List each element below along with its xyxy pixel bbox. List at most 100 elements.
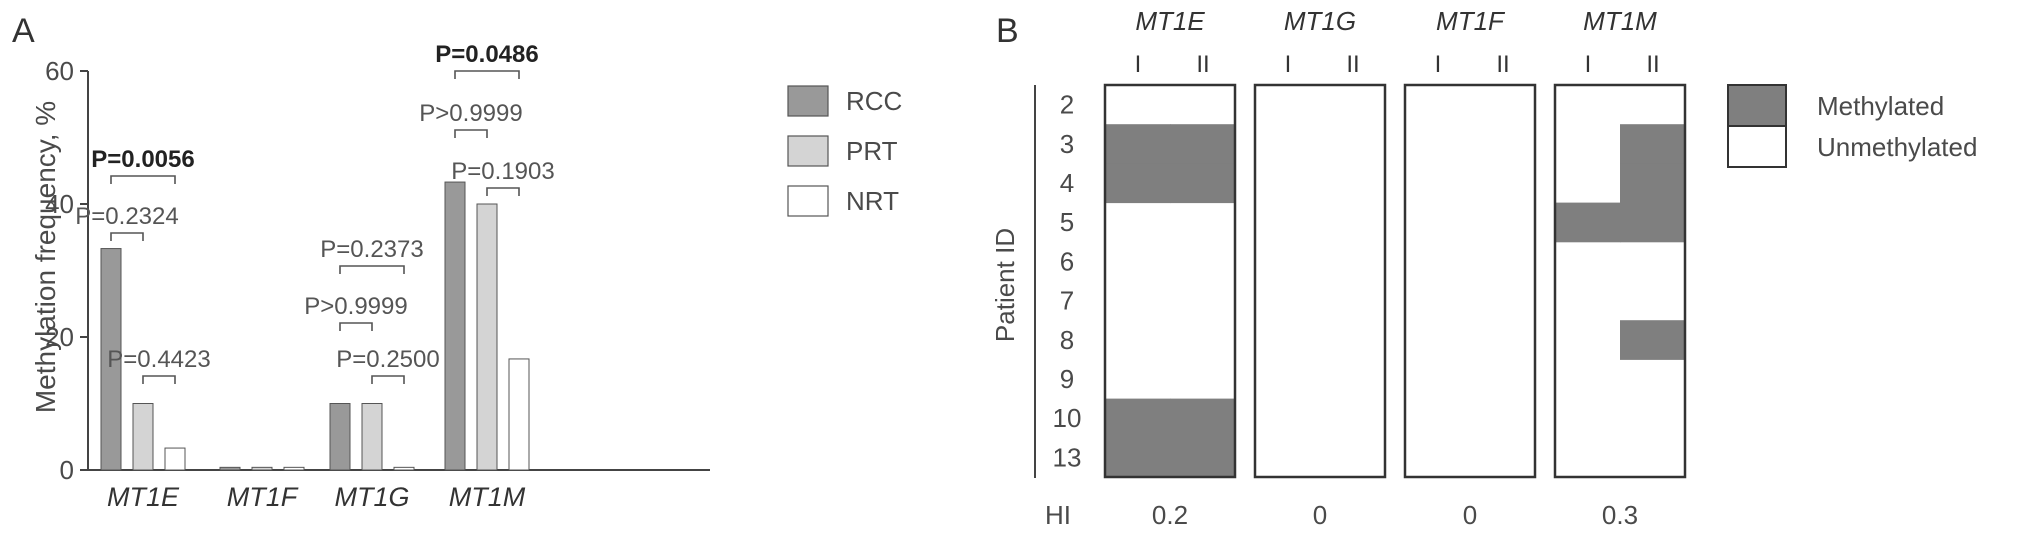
methylated-cell-MT1M-5-II	[1620, 202, 1686, 243]
methylated-cell-MT1M-3-II	[1620, 124, 1686, 164]
hi-value-MT1G: 0	[1313, 500, 1327, 530]
category-labels: MT1E MT1F MT1G MT1M	[107, 482, 526, 512]
bar-MT1F-RCC	[219, 466, 241, 471]
bar-MT1F-PRT	[251, 466, 273, 471]
legend-swatch-unmethylated	[1727, 125, 1787, 168]
panel-b-label: B	[996, 12, 1019, 50]
methylated-cell-MT1E-13-II	[1170, 437, 1236, 478]
p-value-bracket	[339, 322, 373, 331]
patient-label: 6	[1060, 246, 1074, 276]
legend-swatch-methylated	[1727, 84, 1787, 127]
gene-label-MT1M: MT1M	[1583, 6, 1657, 36]
bar-MT1G-RCC	[329, 403, 351, 471]
patient-label: 3	[1060, 129, 1074, 159]
p-value-label: P>0.9999	[304, 293, 407, 320]
bar-MT1G-PRT	[361, 403, 383, 471]
bar-MT1M-NRT	[508, 358, 530, 471]
legend-swatch-RCC	[787, 85, 829, 117]
patient-id-label: Patient ID	[990, 228, 1020, 342]
legend-label-PRT: PRT	[846, 136, 898, 166]
legend-swatch-PRT	[787, 135, 829, 167]
category-label-MT1E: MT1E	[107, 482, 180, 512]
gene-label-MT1E: MT1E	[1135, 6, 1205, 36]
p-value-label: P=0.2500	[336, 346, 439, 373]
column-label-II: II	[1496, 51, 1509, 78]
p-value-bracket	[454, 129, 488, 138]
p-value-bracket	[454, 70, 520, 79]
methylated-cell-MT1E-3-I	[1105, 124, 1171, 164]
bar-MT1E-NRT	[164, 447, 186, 471]
methylated-cell-MT1E-10-I	[1105, 398, 1171, 439]
y-tick-label: 60	[45, 56, 74, 86]
patient-label: 7	[1060, 286, 1074, 316]
methylated-cell-MT1E-13-I	[1105, 437, 1171, 478]
column-label-I: I	[1135, 51, 1142, 78]
p-value-label: P=0.0056	[91, 146, 194, 173]
patient-label: 2	[1060, 90, 1074, 120]
y-tick-label: 0	[60, 455, 74, 485]
category-label-MT1F: MT1F	[227, 482, 299, 512]
legend-label-RCC: RCC	[846, 86, 902, 116]
p-value-bracket	[110, 175, 176, 184]
methylated-cell-MT1M-4-II	[1620, 163, 1686, 204]
p-value-label: P=0.2324	[75, 203, 178, 230]
bars	[100, 181, 530, 471]
y-axis-label: Methylation frequency, %	[30, 101, 61, 413]
y-tick-label: 40	[45, 189, 74, 219]
legend-swatch-NRT	[787, 185, 829, 217]
bar-MT1E-PRT	[132, 403, 154, 471]
gene-panel-border	[1553, 83, 1687, 479]
bar-MT1M-RCC	[444, 181, 466, 471]
p-value-bracket	[339, 265, 405, 274]
p-value-label: P=0.2373	[320, 236, 423, 263]
gene-panel-background	[1405, 85, 1535, 477]
methylated-cell-MT1E-10-II	[1170, 398, 1236, 439]
methylated-cell-MT1E-4-I	[1105, 163, 1171, 204]
legend: RCC PRT NRT	[787, 85, 902, 217]
legend-label-NRT: NRT	[846, 186, 899, 216]
p-value-bracket	[371, 375, 405, 384]
hi-value-MT1F: 0	[1463, 500, 1477, 530]
column-label-I: I	[1285, 51, 1292, 78]
hi-value-MT1M: 0.3	[1602, 500, 1638, 530]
bar-MT1G-NRT	[393, 466, 415, 471]
bar-MT1E-RCC	[100, 248, 122, 471]
column-label-I: I	[1435, 51, 1442, 78]
methylated-cell-MT1E-4-II	[1170, 163, 1236, 204]
gene-panel-border	[1103, 83, 1237, 479]
category-label-MT1M: MT1M	[449, 482, 526, 512]
column-label-II: II	[1646, 51, 1659, 78]
hi-label: HI	[1045, 500, 1071, 530]
p-value-label: P>0.9999	[419, 100, 522, 127]
p-value-label: P=0.4423	[107, 346, 210, 373]
column-label-II: II	[1196, 51, 1209, 78]
column-label-I: I	[1585, 51, 1592, 78]
heatmap-legend: Methylated Unmethylated	[1727, 84, 1977, 168]
gene-label-MT1G: MT1G	[1284, 6, 1356, 36]
patient-label: 4	[1060, 168, 1074, 198]
methylated-cell-MT1M-5-I	[1555, 202, 1621, 243]
category-label-MT1G: MT1G	[334, 482, 409, 512]
bar-MT1F-NRT	[283, 466, 305, 471]
gene-panel-border	[1253, 83, 1387, 479]
patient-label: 10	[1053, 403, 1082, 433]
panel-a-label: A	[12, 12, 35, 50]
patient-label: 13	[1053, 442, 1082, 472]
legend-label-unmethylated: Unmethylated	[1817, 132, 1977, 162]
legend-label-methylated: Methylated	[1817, 91, 1944, 121]
gene-panel-background	[1255, 85, 1385, 477]
p-value-label: P=0.0486	[435, 41, 538, 68]
methylated-cell-MT1M-8-II	[1620, 320, 1686, 360]
methylated-cell-MT1E-3-II	[1170, 124, 1236, 164]
p-value-bracket	[142, 375, 176, 384]
p-value-bracket	[110, 232, 144, 241]
patient-label: 5	[1060, 207, 1074, 237]
hi-value-MT1E: 0.2	[1152, 500, 1188, 530]
gene-panel-border	[1403, 83, 1537, 479]
patient-label: 8	[1060, 325, 1074, 355]
p-value-bracket	[486, 187, 520, 196]
p-value-annotations: P=0.0056 P=0.2324 P=0.4423 P=0.2373 P>0.9999…	[75, 41, 555, 384]
patient-labels: 2 3 4 5 6 7 8 9 10 13	[1053, 90, 1082, 473]
